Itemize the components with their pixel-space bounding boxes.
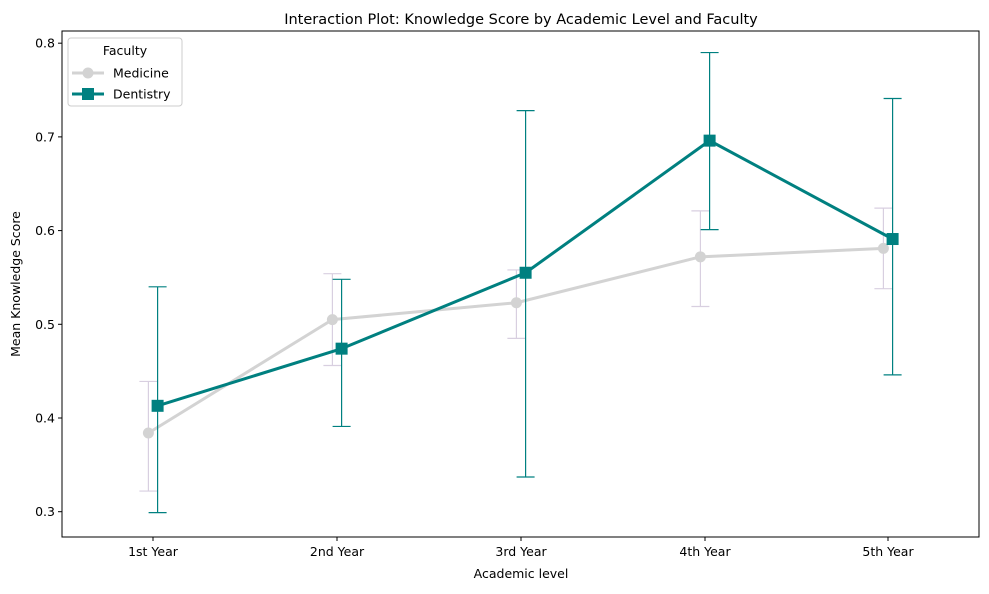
legend-entry-medicine: Medicine xyxy=(72,66,169,81)
y-tick-label: 0.6 xyxy=(35,223,55,238)
data-point xyxy=(335,342,348,355)
plot-area xyxy=(139,51,902,514)
y-axis-ticks: 0.3 0.4 0.5 0.6 0.7 0.8 xyxy=(35,36,62,519)
x-tick-label: 2nd Year xyxy=(310,544,365,559)
x-axis-ticks: 1st Year 2nd Year 3rd Year 4th Year 5th Year xyxy=(128,537,914,559)
legend-marker xyxy=(82,88,94,100)
data-point xyxy=(326,314,338,326)
data-point xyxy=(151,399,164,412)
series-medicine xyxy=(139,207,893,492)
legend-box xyxy=(67,37,183,107)
data-point xyxy=(519,266,532,279)
chart-title: Interaction Plot: Knowledge Score by Aca… xyxy=(284,12,758,28)
data-point xyxy=(510,297,522,309)
legend-label: Medicine xyxy=(113,66,169,81)
legend-entries: Medicine Dentistry xyxy=(72,66,171,102)
legend-title: Faculty xyxy=(103,43,148,58)
error-bar xyxy=(516,110,535,478)
legend: Faculty Medicine Dentistry xyxy=(67,37,183,107)
legend-entry-dentistry: Dentistry xyxy=(72,87,171,102)
x-tick-label: 1st Year xyxy=(128,544,179,559)
y-tick-label: 0.5 xyxy=(35,317,55,332)
data-point xyxy=(886,233,899,246)
error-bar xyxy=(148,286,167,514)
x-tick-label: 3rd Year xyxy=(495,544,547,559)
y-tick-label: 0.8 xyxy=(35,36,55,51)
data-point xyxy=(142,427,154,439)
data-point xyxy=(877,242,889,254)
data-point xyxy=(694,251,706,263)
y-tick-label: 0.4 xyxy=(35,410,55,425)
legend-marker xyxy=(82,67,94,79)
y-tick-label: 0.7 xyxy=(35,129,55,144)
x-axis-label: Academic level xyxy=(474,566,569,581)
x-tick-label: 5th Year xyxy=(862,544,914,559)
data-point xyxy=(703,134,716,147)
x-tick-label: 4th Year xyxy=(679,544,731,559)
y-axis-label: Mean Knowledge Score xyxy=(8,211,23,357)
legend-label: Dentistry xyxy=(113,87,171,102)
series-dentistry xyxy=(148,51,902,514)
y-tick-label: 0.3 xyxy=(35,504,55,519)
